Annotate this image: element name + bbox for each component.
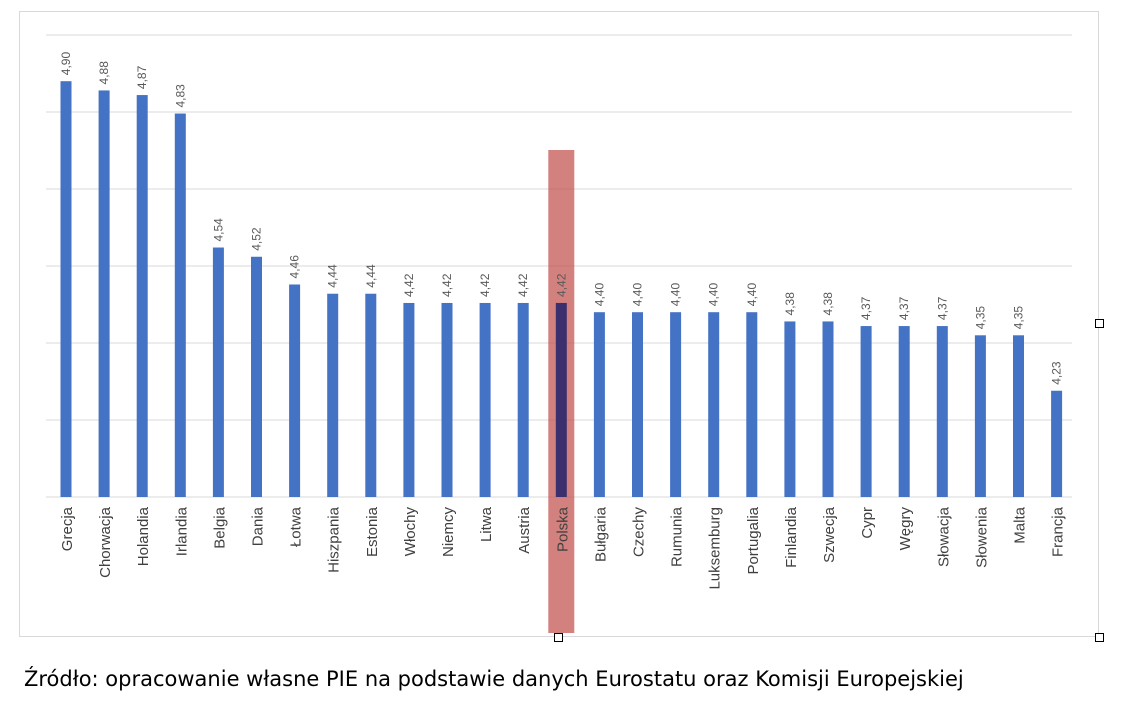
bar xyxy=(822,321,834,497)
bar-chart: 4,90 Grecja 4,88 Chorwacja 4,87 Holandia 4,83 I… xyxy=(46,34,1072,633)
bar xyxy=(441,302,453,497)
data-label: 4,37 xyxy=(859,296,873,320)
bar xyxy=(174,113,186,497)
data-label: 4,40 xyxy=(707,283,721,307)
data-label: 4,23 xyxy=(1050,361,1064,385)
data-label: 4,90 xyxy=(59,52,73,76)
category-label: Holandia xyxy=(135,506,152,566)
category-label: Irlandia xyxy=(173,506,190,556)
bar xyxy=(784,321,796,497)
category-label: Dania xyxy=(250,506,267,546)
bar xyxy=(1051,390,1063,497)
data-label: 4,40 xyxy=(669,283,683,307)
bar xyxy=(936,326,948,497)
category-label: Czechy xyxy=(631,507,648,558)
data-label: 4,44 xyxy=(326,264,340,288)
data-label: 4,40 xyxy=(592,283,606,307)
category-label: Słowenia xyxy=(973,506,990,568)
bar xyxy=(860,326,872,497)
data-label: 4,37 xyxy=(897,296,911,320)
category-label: Łotwa xyxy=(288,506,305,547)
category-label: Słowacja xyxy=(935,506,952,567)
data-label: 4,38 xyxy=(821,292,835,316)
resize-handle-right[interactable] xyxy=(1095,319,1104,328)
category-label: Hiszpania xyxy=(326,506,343,573)
resize-handle-bottom-right[interactable] xyxy=(1095,633,1104,642)
data-label: 4,40 xyxy=(631,283,645,307)
bar xyxy=(898,326,910,497)
bar xyxy=(289,284,301,497)
category-label: Chorwacja xyxy=(97,506,114,578)
category-label: Polska xyxy=(554,506,571,552)
bar xyxy=(974,335,986,497)
bar xyxy=(251,256,262,497)
data-label: 4,44 xyxy=(364,264,378,288)
bar xyxy=(212,247,224,497)
data-label: 4,42 xyxy=(440,273,454,297)
bar xyxy=(708,312,720,497)
category-label: Szwecja xyxy=(821,506,838,563)
data-label: 4,52 xyxy=(250,227,264,251)
data-label: 4,42 xyxy=(478,273,492,297)
category-label: Cypr xyxy=(859,507,876,539)
data-label: 4,88 xyxy=(97,61,111,85)
source-note: Źródło: opracowanie własne PIE na podsta… xyxy=(24,667,964,691)
bar xyxy=(365,293,377,497)
category-label: Belgia xyxy=(211,506,228,548)
category-label: Litwa xyxy=(478,506,495,542)
category-label: Finlandia xyxy=(783,506,800,568)
bar xyxy=(670,312,682,497)
data-label: 4,42 xyxy=(516,273,530,297)
category-label: Francja xyxy=(1050,506,1067,557)
resize-handle-bottom[interactable] xyxy=(554,633,563,642)
data-label: 4,42 xyxy=(402,273,416,297)
category-label: Portugalia xyxy=(745,506,762,574)
bar xyxy=(327,293,339,497)
bar xyxy=(98,90,110,497)
category-label: Niemcy xyxy=(440,507,457,558)
bar xyxy=(593,312,605,497)
bar xyxy=(1013,335,1024,497)
data-label: 4,87 xyxy=(135,65,149,89)
data-label: 4,54 xyxy=(211,218,225,242)
category-label: Włochy xyxy=(402,507,419,557)
data-label: 4,46 xyxy=(288,255,302,279)
bar xyxy=(403,302,415,497)
bar xyxy=(517,302,529,497)
category-label: Bułgaria xyxy=(592,506,609,562)
bar xyxy=(60,81,72,497)
bar xyxy=(555,302,567,497)
category-label: Austria xyxy=(516,506,533,553)
bar xyxy=(136,95,148,497)
category-label: Węgry xyxy=(897,507,914,551)
data-label: 4,38 xyxy=(783,292,797,316)
category-label: Luksemburg xyxy=(707,507,724,590)
data-label: 4,42 xyxy=(554,273,568,297)
data-label: 4,35 xyxy=(973,306,987,330)
data-label: 4,40 xyxy=(745,283,759,307)
data-label: 4,37 xyxy=(935,296,949,320)
bar xyxy=(479,302,491,497)
data-label: 4,35 xyxy=(1012,306,1026,330)
bar xyxy=(746,312,758,497)
category-label: Malta xyxy=(1012,506,1029,543)
category-label: Grecja xyxy=(59,506,76,551)
bar xyxy=(632,312,643,497)
category-label: Estonia xyxy=(364,506,381,557)
data-label: 4,83 xyxy=(173,84,187,108)
category-label: Rumunia xyxy=(669,506,686,567)
